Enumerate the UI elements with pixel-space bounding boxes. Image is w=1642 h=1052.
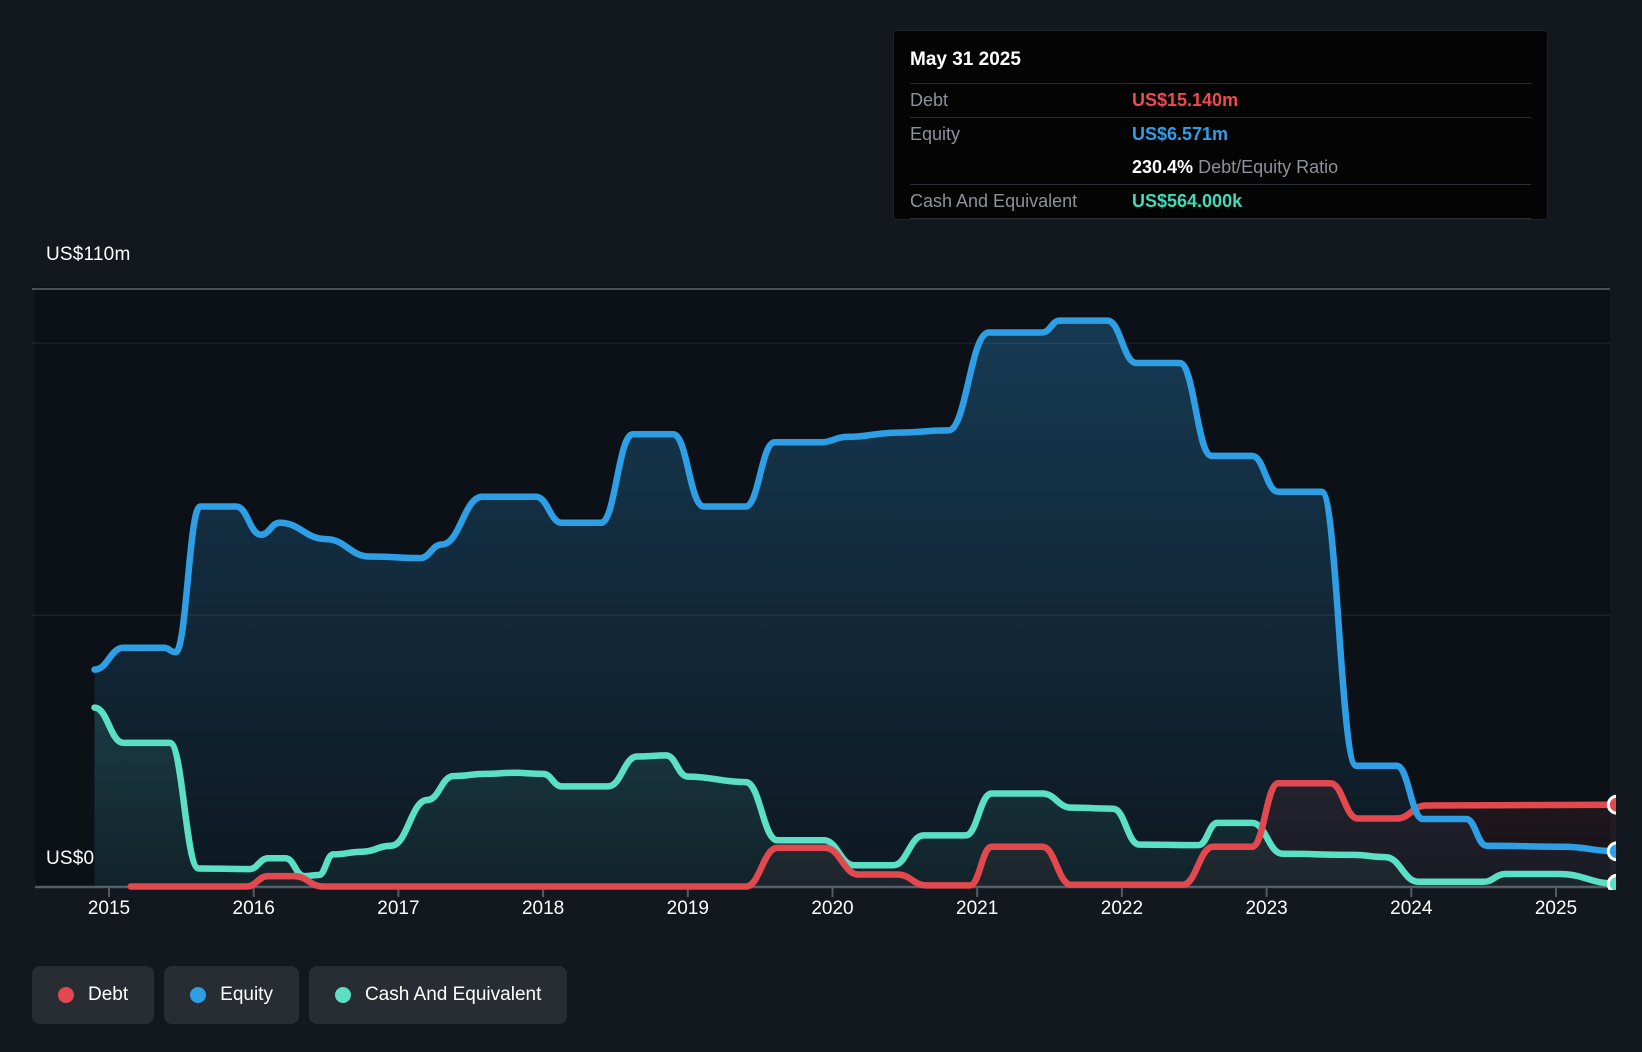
tooltip-ratio-label: Debt/Equity Ratio [1198, 157, 1338, 177]
debt-dot-icon [58, 987, 74, 1003]
series-end-marker [1608, 875, 1625, 892]
chart-tooltip: May 31 2025 Debt US$15.140m Equity US$6.… [893, 30, 1548, 220]
x-axis-label-2018: 2018 [522, 898, 564, 920]
legend-equity-label: Equity [220, 984, 273, 1006]
tooltip-date: May 31 2025 [910, 43, 1531, 84]
tooltip-cash-label: Cash And Equivalent [910, 191, 1132, 212]
tooltip-equity-value: US$6.571m [1132, 124, 1228, 145]
series-end-marker [1608, 843, 1625, 860]
chart-legend: Debt Equity Cash And Equivalent [32, 966, 567, 1024]
x-axis-label-2020: 2020 [811, 898, 853, 920]
legend-item-cash[interactable]: Cash And Equivalent [309, 966, 567, 1024]
x-axis-label-2016: 2016 [233, 898, 275, 920]
legend-cash-label: Cash And Equivalent [365, 984, 541, 1006]
legend-debt-label: Debt [88, 984, 128, 1006]
y-axis-label-max: US$110m [46, 244, 130, 266]
legend-item-debt[interactable]: Debt [32, 966, 154, 1024]
x-axis-label-2019: 2019 [667, 898, 709, 920]
x-axis-label-2025: 2025 [1535, 898, 1577, 920]
x-axis-label-2023: 2023 [1245, 898, 1287, 920]
cash-dot-icon [335, 987, 351, 1003]
tooltip-row-debt: Debt US$15.140m [910, 84, 1531, 117]
x-axis-label-2015: 2015 [88, 898, 130, 920]
tooltip-debt-value: US$15.140m [1132, 90, 1238, 111]
series-end-marker [1608, 796, 1625, 813]
equity-dot-icon [190, 987, 206, 1003]
tooltip-row-ratio: 230.4% Debt/Equity Ratio [910, 151, 1531, 184]
x-axis-label-2022: 2022 [1101, 898, 1143, 920]
tooltip-row-equity: Equity US$6.571m [910, 117, 1531, 151]
tooltip-debt-label: Debt [910, 90, 1132, 111]
legend-item-equity[interactable]: Equity [164, 966, 299, 1024]
x-axis-label-2017: 2017 [377, 898, 419, 920]
x-axis-label-2021: 2021 [956, 898, 998, 920]
tooltip-equity-label: Equity [910, 124, 1132, 145]
debt-equity-history-page: US$110m US$0 2015 2016 2017 2018 2019 2020 202… [0, 0, 1642, 1052]
tooltip-ratio-value: 230.4% [1132, 157, 1193, 177]
tooltip-row-cash: Cash And Equivalent US$564.000k [910, 184, 1531, 219]
x-axis-labels: 2015 2016 2017 2018 2019 2020 2021 2022 2023 2024… [0, 898, 1642, 928]
x-axis-label-2024: 2024 [1390, 898, 1432, 920]
tooltip-cash-value: US$564.000k [1132, 191, 1242, 212]
y-axis-label-zero: US$0 [46, 848, 94, 870]
